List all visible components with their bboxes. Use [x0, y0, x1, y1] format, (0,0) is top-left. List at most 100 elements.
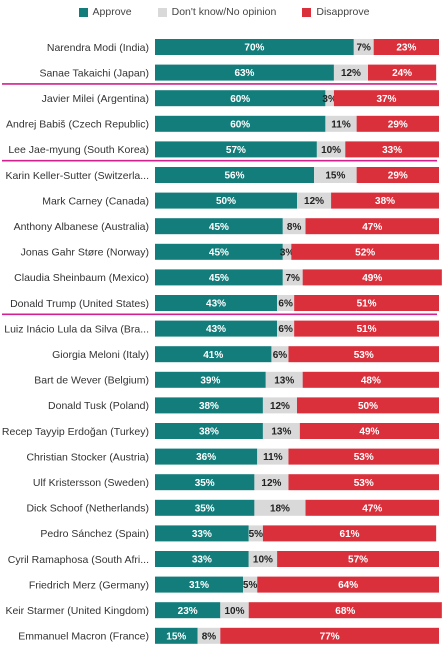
- data-label-disapprove: 51%: [357, 299, 377, 310]
- y-tick-label: Dick Schoof (Netherlands): [26, 503, 149, 515]
- data-label-disapprove: 38%: [375, 196, 395, 207]
- bar-segment-approve: [155, 551, 249, 567]
- bar-segment-disapprove: [262, 525, 437, 542]
- bar-segment-dont-know: [325, 115, 357, 132]
- y-tick-label: Emmanuel Macron (France): [18, 631, 149, 643]
- data-label-dont-know: 8%: [287, 222, 302, 233]
- bar-segment-dont-know: [220, 602, 249, 619]
- bar-segment-disapprove: [302, 371, 439, 388]
- y-tick-label: Lee Jae-myung (South Korea): [8, 144, 149, 156]
- data-label-dont-know: 18%: [270, 503, 290, 514]
- bar-segment-approve: [155, 576, 244, 593]
- bar-segment-dont-know: [316, 141, 346, 158]
- legend-label-approve: Approve: [92, 6, 132, 18]
- bar-segment-approve: [155, 269, 283, 286]
- bar-segment-dont-know: [325, 90, 334, 107]
- bar-segment-disapprove: [288, 474, 439, 491]
- data-label-dont-know: 6%: [273, 350, 288, 361]
- y-tick-label: Mark Carney (Canada): [42, 195, 149, 207]
- data-label-dont-know: 10%: [225, 606, 245, 617]
- bar-segment-disapprove: [288, 448, 439, 465]
- bar-segment-approve: [155, 64, 334, 81]
- data-label-disapprove: 47%: [362, 222, 382, 233]
- data-label-disapprove: 77%: [320, 631, 340, 642]
- data-label-disapprove: 29%: [388, 171, 408, 182]
- bar-segment-dont-know: [277, 320, 295, 337]
- y-tick-label: Cyril Ramaphosa (South Afri...: [8, 554, 149, 566]
- bar-segment-dont-know: [265, 371, 303, 388]
- y-tick-label: Claudia Sheinbaum (Mexico): [14, 272, 149, 284]
- bar-segment-disapprove: [220, 627, 439, 644]
- data-label-approve: 60%: [230, 94, 250, 105]
- data-label-approve: 15%: [166, 631, 186, 642]
- bar-segment-disapprove: [356, 115, 439, 132]
- bar-segment-approve: [155, 474, 255, 491]
- bar-segment-dont-know: [282, 218, 306, 235]
- bar-segment-approve: [155, 499, 255, 516]
- bar-segment-disapprove: [331, 192, 439, 209]
- bar-segment-dont-know: [197, 627, 221, 644]
- data-label-approve: 45%: [209, 222, 229, 233]
- data-label-approve: 36%: [196, 452, 216, 463]
- bar-segment-dont-know: [254, 474, 289, 491]
- legend-swatch-disapprove: [302, 7, 312, 17]
- data-label-approve: 56%: [225, 171, 245, 182]
- y-tick-label: Pedro Sánchez (Spain): [40, 528, 149, 540]
- bar-segment-disapprove: [356, 167, 439, 183]
- data-label-disapprove: 49%: [359, 427, 379, 438]
- data-label-disapprove: 49%: [362, 273, 382, 284]
- data-label-approve: 63%: [234, 68, 254, 79]
- y-tick-label: Sanae Takaichi (Japan): [39, 67, 149, 79]
- bar-segment-disapprove: [305, 499, 439, 516]
- data-label-disapprove: 53%: [354, 478, 374, 489]
- bar-segment-approve: [155, 167, 315, 183]
- data-label-dont-know: 10%: [253, 555, 273, 566]
- bar-segment-disapprove: [294, 295, 439, 311]
- data-label-dont-know: 13%: [271, 427, 291, 438]
- data-label-approve: 45%: [209, 247, 229, 258]
- data-label-approve: 70%: [244, 43, 264, 54]
- y-tick-label: Bart de Wever (Belgium): [34, 375, 149, 387]
- data-label-dont-know: 8%: [202, 631, 217, 642]
- bar-segment-dont-know: [282, 243, 292, 260]
- data-label-dont-know: 11%: [331, 119, 351, 130]
- data-label-dont-know: 5%: [243, 580, 258, 591]
- data-label-disapprove: 47%: [362, 503, 382, 514]
- bar-segment-approve: [155, 115, 326, 132]
- data-label-dont-know: 15%: [325, 171, 345, 182]
- data-label-disapprove: 37%: [376, 94, 396, 105]
- bar-segment-dont-know: [297, 192, 332, 209]
- legend-item-approve: Approve: [78, 6, 132, 18]
- data-label-approve: 43%: [206, 324, 226, 335]
- bar-segment-dont-know: [314, 167, 357, 183]
- data-label-disapprove: 50%: [358, 401, 378, 412]
- bar-segment-disapprove: [373, 39, 439, 55]
- bar-segment-disapprove: [248, 602, 442, 619]
- data-label-approve: 35%: [195, 478, 215, 489]
- bar-segment-approve: [155, 397, 263, 414]
- data-label-dont-know: 6%: [278, 299, 293, 310]
- bar-segment-approve: [155, 320, 278, 337]
- data-label-approve: 33%: [192, 529, 212, 540]
- data-label-disapprove: 61%: [340, 529, 360, 540]
- legend-swatch-dont-know: [157, 7, 167, 17]
- data-label-dont-know: 13%: [274, 375, 294, 386]
- data-label-dont-know: 6%: [278, 324, 293, 335]
- bar-segment-approve: [155, 243, 283, 260]
- y-tick-label: Friedrich Merz (Germany): [29, 579, 149, 591]
- y-tick-label: Narendra Modi (India): [47, 42, 149, 54]
- bar-segment-dont-know: [282, 269, 303, 286]
- y-tick-label: Luiz Inácio Lula da Silva (Bra...: [4, 323, 149, 335]
- bar-segment-approve: [155, 141, 317, 158]
- bar-segment-approve: [155, 39, 354, 55]
- bar-segment-approve: [155, 448, 258, 465]
- bar-segment-disapprove: [291, 243, 439, 260]
- bar-segment-dont-know: [262, 397, 297, 414]
- data-label-approve: 41%: [203, 350, 223, 361]
- bar-segment-disapprove: [257, 576, 439, 593]
- data-label-dont-know: 7%: [357, 43, 372, 54]
- bar-segment-disapprove: [294, 320, 439, 337]
- data-label-approve: 50%: [216, 196, 236, 207]
- bar-segment-approve: [155, 295, 278, 311]
